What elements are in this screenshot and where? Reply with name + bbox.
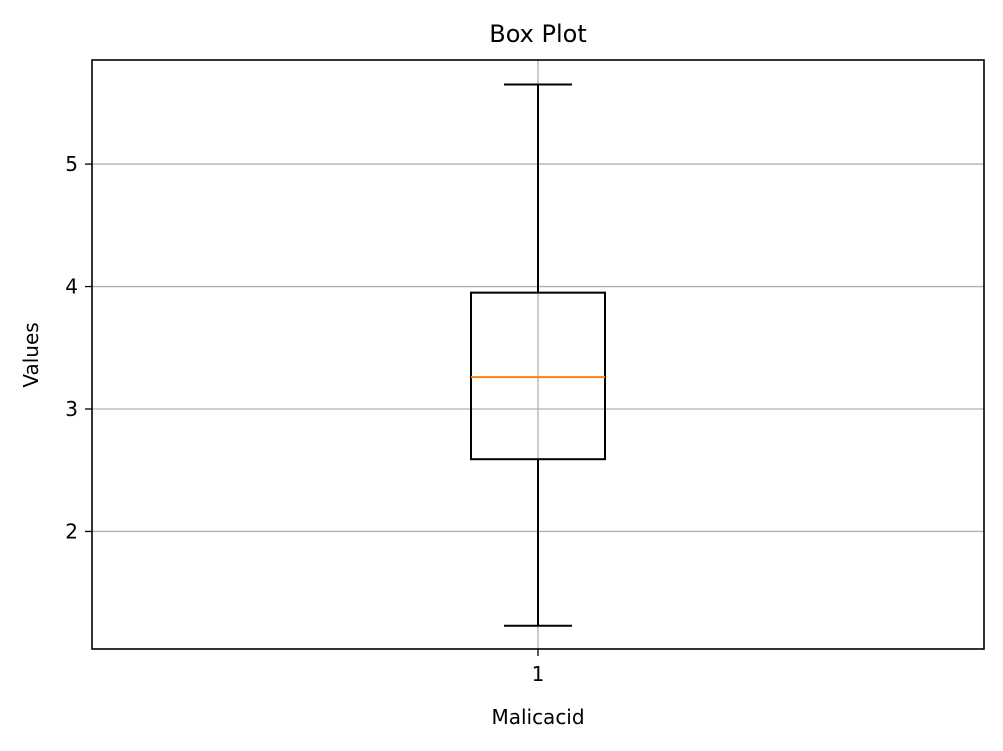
- y-tick-label: 4: [65, 275, 78, 299]
- y-tick-label: 3: [65, 397, 78, 421]
- y-tick-label: 5: [65, 152, 78, 176]
- x-tick-label: 1: [532, 662, 545, 686]
- y-axis-label: Values: [19, 322, 43, 387]
- tick-layer: 2 3 4 5 1: [65, 152, 544, 686]
- y-tick-label: 2: [65, 519, 78, 543]
- chart-title: Box Plot: [489, 20, 586, 48]
- x-axis-label: Malicacid: [491, 705, 584, 729]
